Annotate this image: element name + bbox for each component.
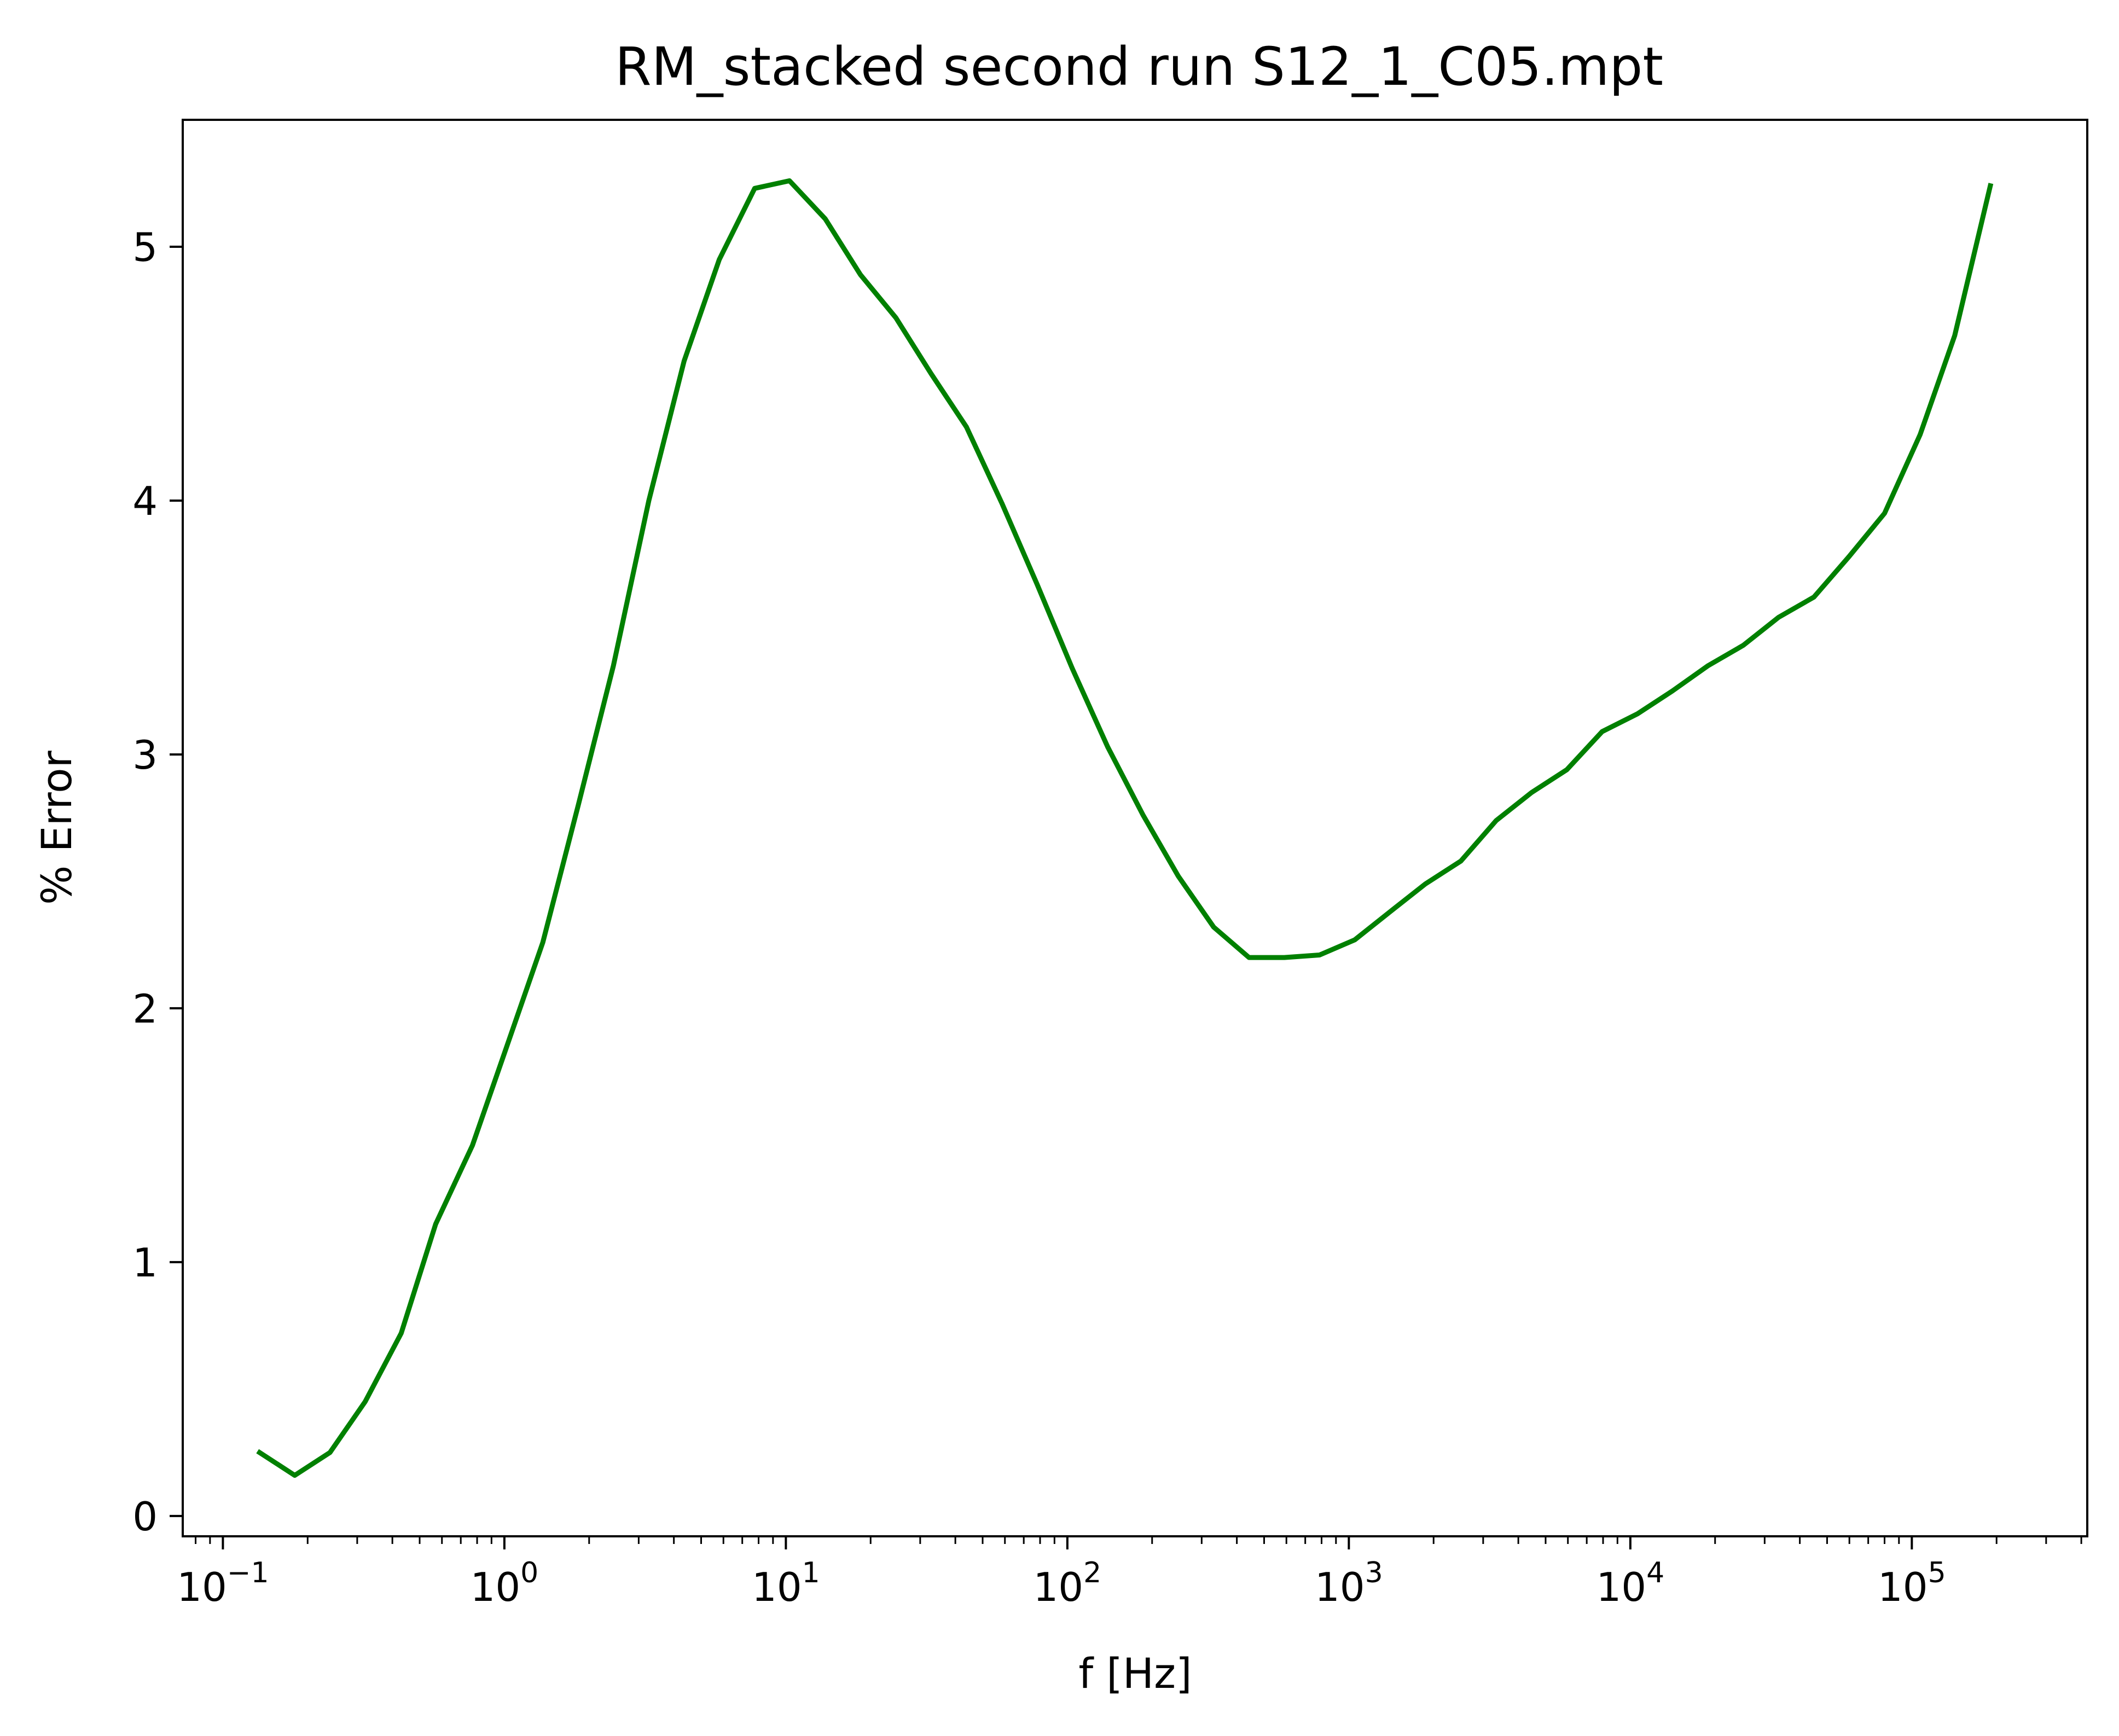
y-tick-label: 2: [132, 986, 158, 1032]
chart-title: RM_stacked second run S12_1_C05.mpt: [615, 36, 1663, 97]
x-tick-label: 103: [1315, 1557, 1383, 1610]
y-tick-label: 3: [132, 732, 158, 778]
x-tick-label: 101: [752, 1557, 820, 1610]
y-tick-label: 0: [132, 1494, 158, 1540]
x-tick-label: 100: [471, 1557, 539, 1610]
y-tick-label: 1: [132, 1240, 158, 1286]
x-tick-label: 104: [1596, 1557, 1664, 1610]
x-axis: 10−1 100 101 102 103 104 105: [177, 1536, 2082, 1610]
x-axis-label: f [Hz]: [1078, 1649, 1192, 1698]
x-tick-label: 102: [1034, 1557, 1102, 1610]
series-line-1: [256, 178, 1994, 1478]
x-tick-label: 10−1: [177, 1557, 269, 1610]
y-tick-label: 5: [132, 224, 158, 270]
y-axis: 0 1 2 3 4 5: [132, 224, 183, 1540]
y-tick-label: 4: [132, 478, 158, 524]
axes-frame: [182, 119, 2088, 1537]
plot-area: [256, 178, 1994, 1478]
y-axis-label: % Error: [32, 750, 81, 904]
x-tick-label: 105: [1878, 1557, 1946, 1610]
